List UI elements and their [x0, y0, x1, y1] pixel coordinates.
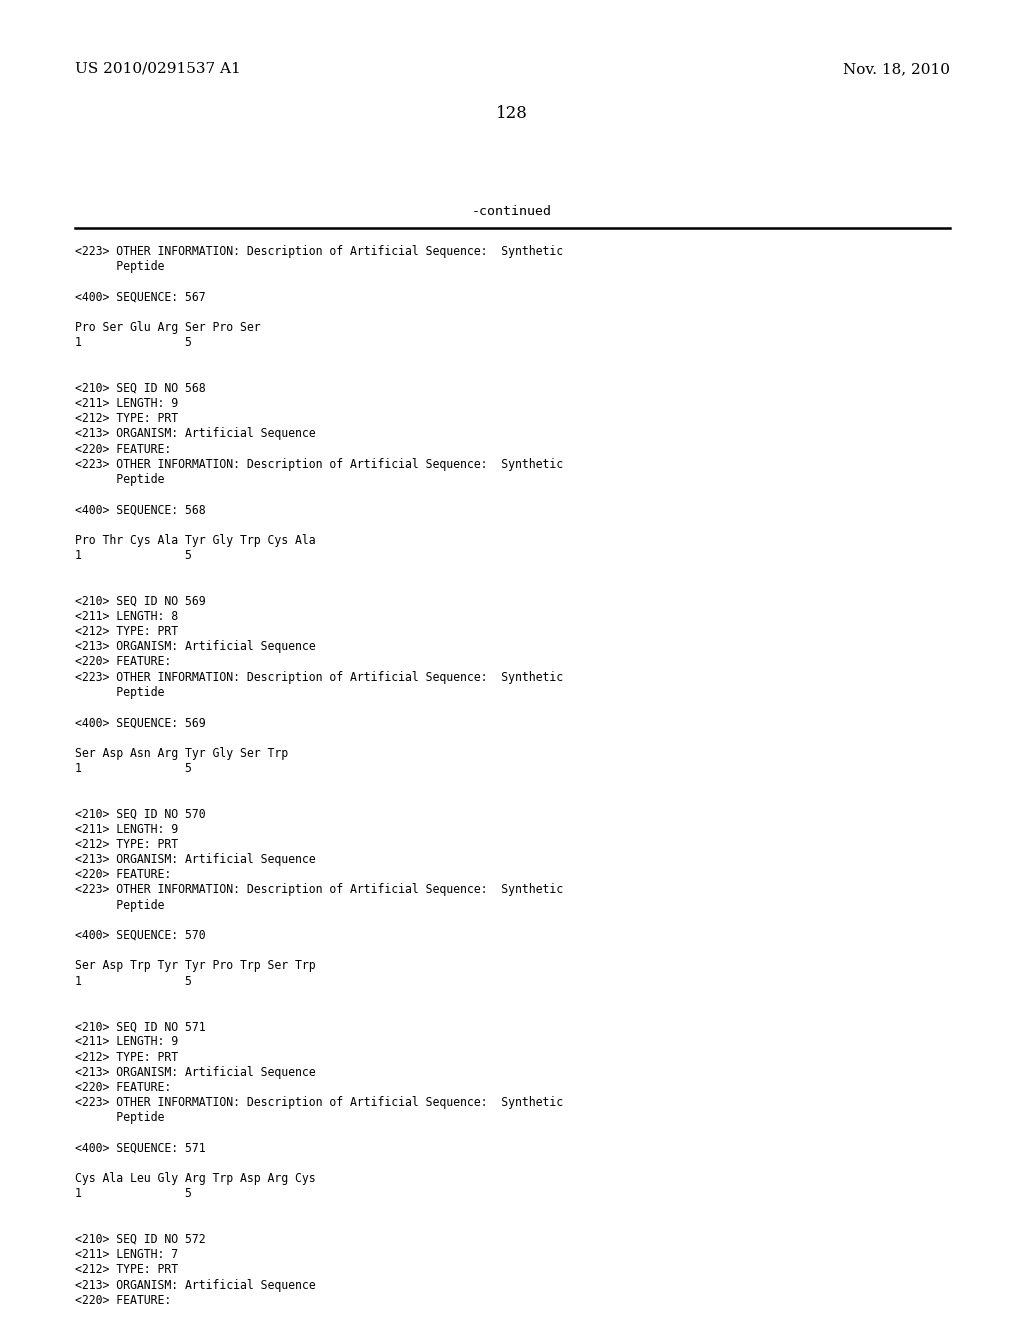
Text: Cys Ala Leu Gly Arg Trp Asp Arg Cys: Cys Ala Leu Gly Arg Trp Asp Arg Cys: [75, 1172, 315, 1185]
Text: <211> LENGTH: 9: <211> LENGTH: 9: [75, 822, 178, 836]
Text: <400> SEQUENCE: 570: <400> SEQUENCE: 570: [75, 929, 206, 942]
Text: <213> ORGANISM: Artificial Sequence: <213> ORGANISM: Artificial Sequence: [75, 853, 315, 866]
Text: <400> SEQUENCE: 569: <400> SEQUENCE: 569: [75, 717, 206, 729]
Text: <220> FEATURE:: <220> FEATURE:: [75, 656, 171, 668]
Text: <211> LENGTH: 9: <211> LENGTH: 9: [75, 397, 178, 411]
Text: <213> ORGANISM: Artificial Sequence: <213> ORGANISM: Artificial Sequence: [75, 1279, 315, 1291]
Text: <220> FEATURE:: <220> FEATURE:: [75, 1294, 171, 1307]
Text: <213> ORGANISM: Artificial Sequence: <213> ORGANISM: Artificial Sequence: [75, 640, 315, 653]
Text: Ser Asp Asn Arg Tyr Gly Ser Trp: Ser Asp Asn Arg Tyr Gly Ser Trp: [75, 747, 288, 759]
Text: <220> FEATURE:: <220> FEATURE:: [75, 869, 171, 882]
Text: <223> OTHER INFORMATION: Description of Artificial Sequence:  Synthetic: <223> OTHER INFORMATION: Description of …: [75, 458, 563, 471]
Text: <212> TYPE: PRT: <212> TYPE: PRT: [75, 1051, 178, 1064]
Text: Peptide: Peptide: [75, 899, 165, 912]
Text: <220> FEATURE:: <220> FEATURE:: [75, 442, 171, 455]
Text: 1               5: 1 5: [75, 337, 191, 350]
Text: <223> OTHER INFORMATION: Description of Artificial Sequence:  Synthetic: <223> OTHER INFORMATION: Description of …: [75, 671, 563, 684]
Text: Ser Asp Trp Tyr Tyr Pro Trp Ser Trp: Ser Asp Trp Tyr Tyr Pro Trp Ser Trp: [75, 960, 315, 973]
Text: 1               5: 1 5: [75, 549, 191, 562]
Text: <223> OTHER INFORMATION: Description of Artificial Sequence:  Synthetic: <223> OTHER INFORMATION: Description of …: [75, 883, 563, 896]
Text: Peptide: Peptide: [75, 473, 165, 486]
Text: <400> SEQUENCE: 571: <400> SEQUENCE: 571: [75, 1142, 206, 1155]
Text: <212> TYPE: PRT: <212> TYPE: PRT: [75, 1263, 178, 1276]
Text: <212> TYPE: PRT: <212> TYPE: PRT: [75, 624, 178, 638]
Text: <210> SEQ ID NO 572: <210> SEQ ID NO 572: [75, 1233, 206, 1246]
Text: US 2010/0291537 A1: US 2010/0291537 A1: [75, 62, 241, 77]
Text: <223> OTHER INFORMATION: Description of Artificial Sequence:  Synthetic: <223> OTHER INFORMATION: Description of …: [75, 246, 563, 257]
Text: <211> LENGTH: 7: <211> LENGTH: 7: [75, 1249, 178, 1261]
Text: <210> SEQ ID NO 569: <210> SEQ ID NO 569: [75, 594, 206, 607]
Text: <400> SEQUENCE: 567: <400> SEQUENCE: 567: [75, 290, 206, 304]
Text: <220> FEATURE:: <220> FEATURE:: [75, 1081, 171, 1094]
Text: <223> OTHER INFORMATION: Description of Artificial Sequence:  Synthetic: <223> OTHER INFORMATION: Description of …: [75, 1096, 563, 1109]
Text: Peptide: Peptide: [75, 686, 165, 698]
Text: Peptide: Peptide: [75, 260, 165, 273]
Text: <210> SEQ ID NO 571: <210> SEQ ID NO 571: [75, 1020, 206, 1034]
Text: -continued: -continued: [472, 205, 552, 218]
Text: Nov. 18, 2010: Nov. 18, 2010: [843, 62, 950, 77]
Text: 1               5: 1 5: [75, 1188, 191, 1200]
Text: Peptide: Peptide: [75, 1111, 165, 1125]
Text: <211> LENGTH: 9: <211> LENGTH: 9: [75, 1035, 178, 1048]
Text: Pro Thr Cys Ala Tyr Gly Trp Cys Ala: Pro Thr Cys Ala Tyr Gly Trp Cys Ala: [75, 533, 315, 546]
Text: <400> SEQUENCE: 568: <400> SEQUENCE: 568: [75, 503, 206, 516]
Text: <212> TYPE: PRT: <212> TYPE: PRT: [75, 838, 178, 851]
Text: <210> SEQ ID NO 570: <210> SEQ ID NO 570: [75, 808, 206, 821]
Text: Pro Ser Glu Arg Ser Pro Ser: Pro Ser Glu Arg Ser Pro Ser: [75, 321, 261, 334]
Text: <213> ORGANISM: Artificial Sequence: <213> ORGANISM: Artificial Sequence: [75, 1065, 315, 1078]
Text: <210> SEQ ID NO 568: <210> SEQ ID NO 568: [75, 381, 206, 395]
Text: 1               5: 1 5: [75, 762, 191, 775]
Text: <211> LENGTH: 8: <211> LENGTH: 8: [75, 610, 178, 623]
Text: <212> TYPE: PRT: <212> TYPE: PRT: [75, 412, 178, 425]
Text: 128: 128: [496, 106, 528, 121]
Text: <213> ORGANISM: Artificial Sequence: <213> ORGANISM: Artificial Sequence: [75, 428, 315, 441]
Text: 1               5: 1 5: [75, 974, 191, 987]
